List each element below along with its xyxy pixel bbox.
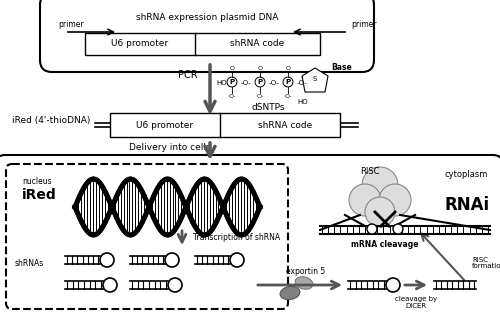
- Text: HO-: HO-: [216, 80, 230, 86]
- Text: primer: primer: [351, 20, 376, 29]
- Text: nucleus: nucleus: [22, 177, 52, 186]
- Text: shRNA code: shRNA code: [230, 39, 284, 49]
- Text: O: O: [258, 66, 262, 71]
- Text: O-: O-: [228, 94, 235, 99]
- Text: -O-: -O-: [268, 80, 280, 86]
- FancyBboxPatch shape: [6, 164, 288, 309]
- Text: S: S: [313, 76, 317, 82]
- Circle shape: [393, 224, 403, 234]
- Text: exportin 5: exportin 5: [286, 266, 326, 275]
- Circle shape: [165, 253, 179, 267]
- Circle shape: [255, 77, 265, 87]
- Bar: [85, 33, 320, 55]
- Text: iRed: iRed: [22, 188, 57, 202]
- Circle shape: [100, 253, 114, 267]
- Text: -O-: -O-: [296, 80, 308, 86]
- Text: shRNA code: shRNA code: [258, 121, 312, 130]
- Polygon shape: [302, 68, 328, 92]
- Circle shape: [168, 278, 182, 292]
- Bar: [110, 113, 340, 137]
- Text: U6 promoter: U6 promoter: [136, 121, 194, 130]
- Text: O: O: [230, 66, 234, 71]
- Text: Transcription of shRNA: Transcription of shRNA: [193, 233, 280, 242]
- Text: cytoplasm: cytoplasm: [444, 170, 488, 179]
- Circle shape: [365, 197, 395, 227]
- Circle shape: [362, 167, 398, 203]
- Text: RISC
formation: RISC formation: [472, 256, 500, 269]
- Text: -O-: -O-: [240, 80, 252, 86]
- Text: O-: O-: [256, 94, 264, 99]
- Text: O: O: [286, 66, 290, 71]
- Text: PCR: PCR: [178, 70, 198, 80]
- Circle shape: [230, 253, 244, 267]
- Text: P: P: [286, 79, 290, 85]
- Circle shape: [367, 224, 377, 234]
- Text: P: P: [230, 79, 234, 85]
- Circle shape: [227, 77, 237, 87]
- Circle shape: [386, 278, 400, 292]
- Circle shape: [283, 77, 293, 87]
- Text: iRed (4'-thioDNA): iRed (4'-thioDNA): [12, 115, 90, 125]
- Text: dSNTPs: dSNTPs: [252, 102, 285, 111]
- Text: Delivery into cells: Delivery into cells: [129, 142, 211, 151]
- Circle shape: [379, 184, 411, 216]
- Text: cleavage by
DICER: cleavage by DICER: [395, 296, 437, 309]
- Text: RNAi: RNAi: [445, 196, 490, 214]
- Text: P: P: [258, 79, 262, 85]
- Circle shape: [103, 278, 117, 292]
- Text: shRNAs: shRNAs: [15, 259, 44, 268]
- Text: shRNA expression plasmid DNA: shRNA expression plasmid DNA: [136, 13, 278, 23]
- Text: Base: Base: [331, 64, 352, 73]
- Text: HO: HO: [298, 99, 308, 105]
- Text: U6 promoter: U6 promoter: [112, 39, 168, 49]
- Text: primer: primer: [58, 20, 84, 29]
- Circle shape: [349, 184, 381, 216]
- Ellipse shape: [280, 286, 300, 300]
- Text: O-: O-: [284, 94, 292, 99]
- FancyBboxPatch shape: [0, 155, 500, 313]
- Ellipse shape: [295, 277, 313, 289]
- Text: RISC: RISC: [360, 167, 380, 177]
- Text: mRNA cleavage: mRNA cleavage: [351, 240, 419, 249]
- FancyBboxPatch shape: [40, 0, 374, 72]
